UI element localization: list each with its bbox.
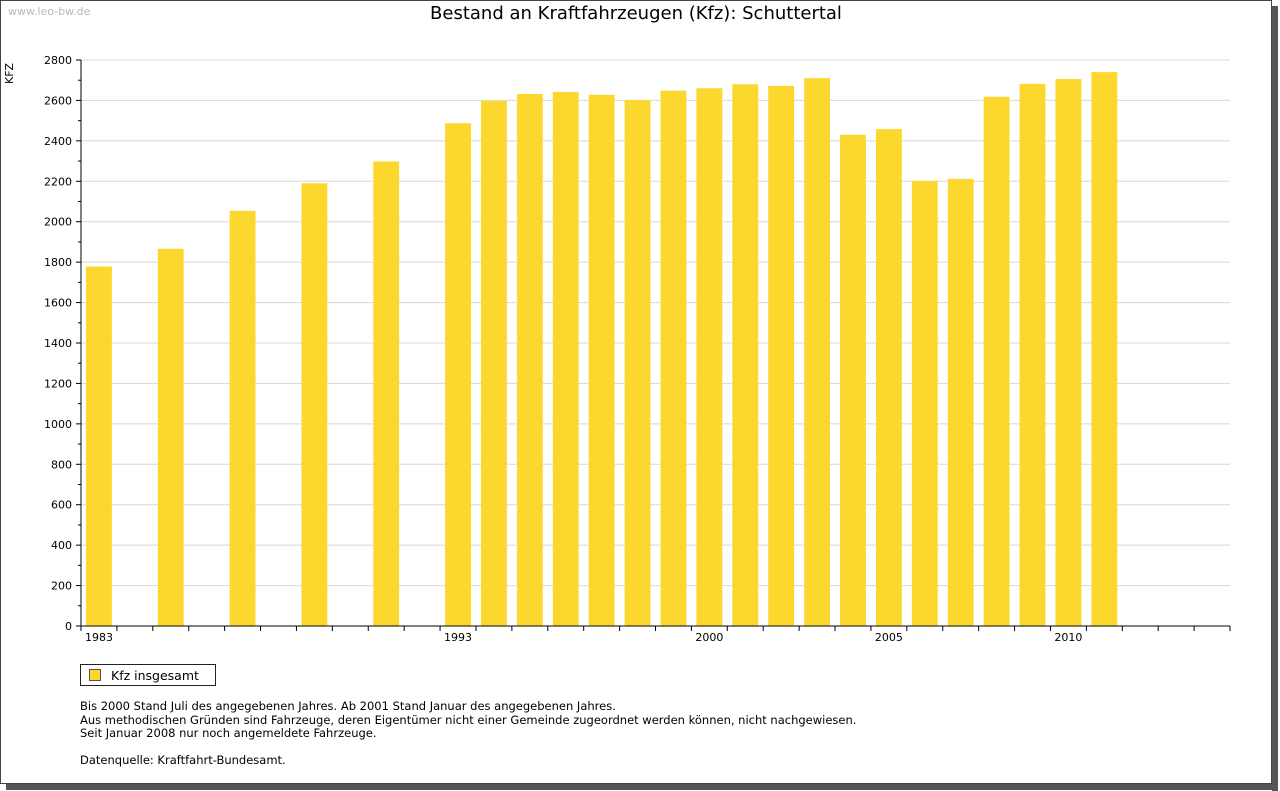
bar-chart: 0 200 400 600 800 1000 1200 1400 1600 1800 2000 220… [44, 54, 1231, 644]
bar-2005 [875, 129, 902, 626]
footnote-line: Bis 2000 Stand Juli des angegebenen Jahr… [80, 699, 616, 713]
y-tick-label: 800 [51, 458, 72, 471]
x-tick-label: 1993 [444, 631, 472, 644]
y-ticks: 0 200 400 600 800 1000 1200 1400 1600 1800 2000 220… [44, 54, 81, 633]
bar-1996 [552, 91, 579, 626]
y-tick-label: 1600 [44, 297, 72, 310]
y-tick-label: 1400 [44, 337, 72, 350]
chart-title: Bestand an Kraftfahrzeugen (Kfz): Schutt… [430, 3, 842, 24]
x-tick-label: 2000 [695, 631, 723, 644]
bar-1999 [660, 90, 687, 627]
footnotes: Bis 2000 Stand Juli des angegebenen Jahr… [80, 699, 857, 741]
bar-2003 [804, 78, 831, 626]
bar-1985 [157, 248, 184, 626]
bar-1997 [588, 94, 615, 627]
y-tick-label: 2800 [44, 54, 72, 67]
y-tick-label: 1200 [44, 377, 72, 390]
x-tick-label: 2010 [1054, 631, 1082, 644]
y-tick-label: 0 [65, 620, 72, 633]
bar-2004 [840, 134, 866, 627]
frame-shadow-bottom [6, 784, 1278, 790]
bar-1994 [480, 100, 507, 626]
legend: Kfz insgesamt [80, 664, 216, 686]
bar-2008 [983, 96, 1010, 627]
bar-2001 [732, 84, 759, 626]
watermark: www.leo-bw.de [8, 5, 91, 18]
x-tick-label: 1983 [85, 631, 113, 644]
bar-1983 [86, 266, 112, 626]
bar-2011 [1091, 72, 1118, 627]
data-source: Datenquelle: Kraftfahrt-Bundesamt. [80, 753, 286, 767]
bar-2007 [947, 178, 974, 627]
bar-1987 [229, 210, 256, 626]
y-tick-label: 2000 [44, 216, 72, 229]
bar-1995 [516, 93, 543, 626]
bar-2006 [911, 180, 938, 627]
y-tick-label: 1000 [44, 418, 72, 431]
y-tick-label: 600 [51, 499, 72, 512]
bar-2009 [1019, 83, 1046, 627]
footnote-line: Seit Januar 2008 nur noch angemeldete Fa… [80, 726, 377, 740]
y-tick-label: 2200 [44, 175, 72, 188]
legend-label: Kfz insgesamt [111, 667, 199, 683]
frame-shadow-right [1272, 6, 1278, 791]
bar-2000 [696, 88, 723, 627]
y-tick-label: 400 [51, 539, 72, 552]
x-tick-label: 2005 [875, 631, 903, 644]
bar-2002 [768, 85, 795, 627]
bar-1998 [624, 100, 651, 626]
bar-2010 [1055, 79, 1082, 627]
bar-1989 [301, 183, 328, 627]
y-tick-label: 2600 [44, 94, 72, 107]
bar-1993 [445, 123, 471, 626]
legend-swatch [89, 669, 101, 681]
bar-1991 [373, 161, 400, 626]
footnote-line: Aus methodischen Gründen sind Fahrzeuge,… [80, 712, 857, 727]
y-tick-label: 1800 [44, 256, 72, 269]
x-ticks: 1983 1993 2000 2005 2010 [80, 626, 1231, 644]
y-tick-label: 2400 [44, 135, 72, 148]
bars [86, 72, 1118, 627]
y-tick-label: 200 [51, 580, 72, 593]
